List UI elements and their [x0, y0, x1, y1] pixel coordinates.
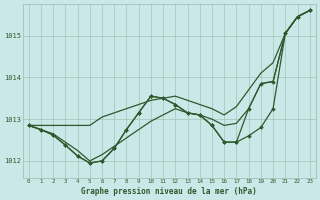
- X-axis label: Graphe pression niveau de la mer (hPa): Graphe pression niveau de la mer (hPa): [81, 187, 257, 196]
